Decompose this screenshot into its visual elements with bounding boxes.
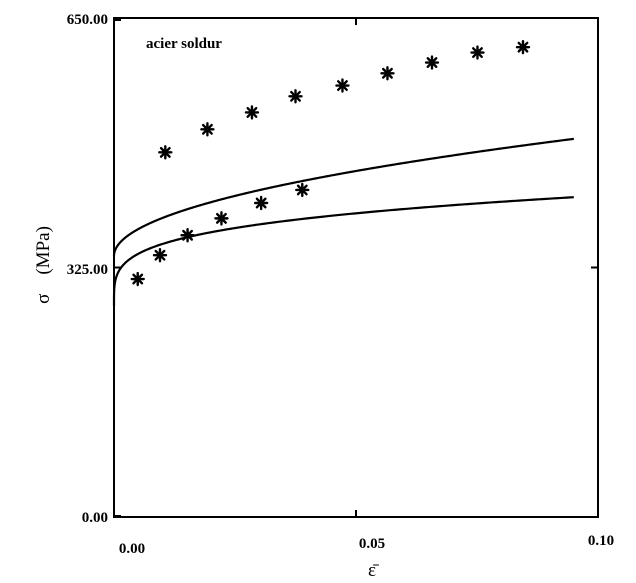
fitted-curves — [112, 137, 574, 306]
data-point-2-4 — [214, 211, 229, 226]
y-tick-label-bottom: 0.00 — [82, 510, 108, 526]
plot-frame — [113, 17, 599, 518]
data-point-2-5 — [253, 195, 269, 211]
data-point-1-1 — [158, 145, 173, 160]
data-point-2-2 — [152, 248, 168, 263]
fit-curve-1 — [112, 137, 574, 257]
x-tick-label-left: 0.00 — [119, 541, 145, 557]
x-tick-label-right: 0.10 — [588, 533, 614, 549]
y-axis-title: σ (MPa) — [33, 226, 54, 304]
y-tick-label-top: 650.00 — [67, 12, 108, 28]
data-point-1-4 — [288, 89, 303, 104]
fit-curve-2 — [112, 196, 574, 306]
data-markers — [130, 39, 531, 287]
y-tick-label-middle: 325.00 — [67, 262, 108, 278]
data-point-1-3 — [244, 105, 260, 120]
material-annotation: acier soldur — [146, 36, 222, 52]
data-point-1-5 — [335, 78, 350, 93]
data-point-1-8 — [470, 45, 485, 60]
data-point-2-6 — [295, 182, 310, 198]
data-point-1-2 — [200, 122, 215, 137]
data-point-2-3 — [180, 228, 195, 243]
x-axis-title: ε̄ — [368, 560, 379, 581]
axis-ticks — [114, 18, 598, 517]
data-point-1-6 — [380, 66, 395, 81]
x-tick-label-middle: 0.05 — [359, 536, 385, 552]
data-point-1-7 — [424, 55, 440, 70]
data-point-1-9 — [515, 39, 531, 55]
data-point-2-1 — [130, 271, 145, 287]
